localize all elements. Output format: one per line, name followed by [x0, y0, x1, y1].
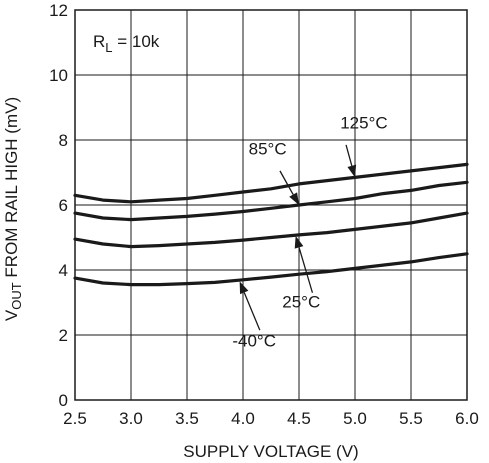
label-arrow-head	[294, 235, 304, 249]
series-label-2: 25°C	[282, 292, 320, 311]
load-condition-label: RL = 10k	[93, 32, 160, 55]
x-tick-label: 3.5	[175, 409, 199, 428]
label-arrow-shaft	[345, 144, 353, 166]
y-tick-label: 0	[59, 391, 68, 410]
x-axis-title: SUPPLY VOLTAGE (V)	[183, 442, 358, 461]
series-line-0	[73, 162, 469, 204]
series-layer	[73, 162, 469, 287]
plot-frame	[74, 9, 468, 401]
series-label-0: 125°C	[340, 114, 387, 133]
label-arrow-shaft	[243, 292, 261, 331]
label-arrow-head	[347, 164, 357, 178]
y-tick-label: 4	[59, 261, 68, 280]
x-tick-label: 5.0	[343, 409, 367, 428]
x-tick-label: 6.0	[455, 409, 479, 428]
y-tick-label: 2	[59, 326, 68, 345]
x-tick-label: 3.0	[119, 409, 143, 428]
label-arrow-head	[289, 192, 299, 205]
series-label-3: -40°C	[232, 331, 276, 350]
x-tick-label: 2.5	[63, 409, 87, 428]
series-label-1: 85°C	[249, 140, 287, 159]
x-tick-label: 4.0	[231, 409, 255, 428]
series-annotations: 125°C 85°C 25°C -40°C	[232, 114, 387, 351]
y-tick-label: 12	[49, 1, 68, 20]
series-line-1	[73, 180, 469, 222]
y-axis-title: VOUT FROM RAIL HIGH (mV)	[2, 97, 24, 321]
y-tick-label: 8	[59, 131, 68, 150]
tick-labels: 2.5 3.0 3.5 4.0 4.5 5.0 5.5 6.0 0 2 4 6 8 10 12	[49, 1, 479, 428]
y-tick-label: 6	[59, 196, 68, 215]
series-line-2	[73, 211, 469, 249]
x-tick-label: 4.5	[287, 409, 311, 428]
label-arrow-shaft	[279, 170, 294, 195]
series-line-3	[73, 252, 469, 287]
label-arrow-head	[239, 281, 249, 295]
x-tick-label: 5.5	[399, 409, 423, 428]
y-tick-label: 10	[49, 66, 68, 85]
label-arrow-shaft	[298, 247, 314, 293]
